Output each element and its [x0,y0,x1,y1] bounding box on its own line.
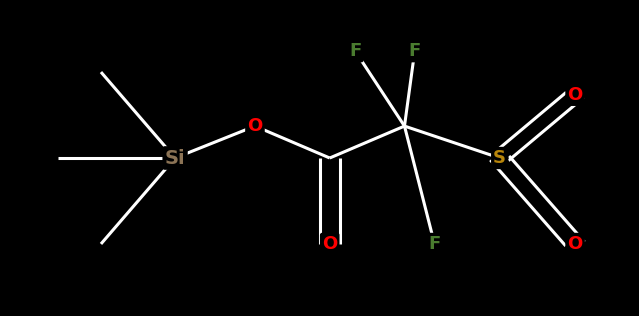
Text: Si: Si [165,149,185,167]
Text: O: O [567,86,583,104]
Text: S: S [493,149,506,167]
Text: F: F [408,42,421,60]
Text: O: O [322,235,337,253]
Text: O: O [247,117,263,135]
Text: O: O [567,235,583,253]
Text: F: F [349,42,362,60]
Text: F: F [428,235,441,253]
